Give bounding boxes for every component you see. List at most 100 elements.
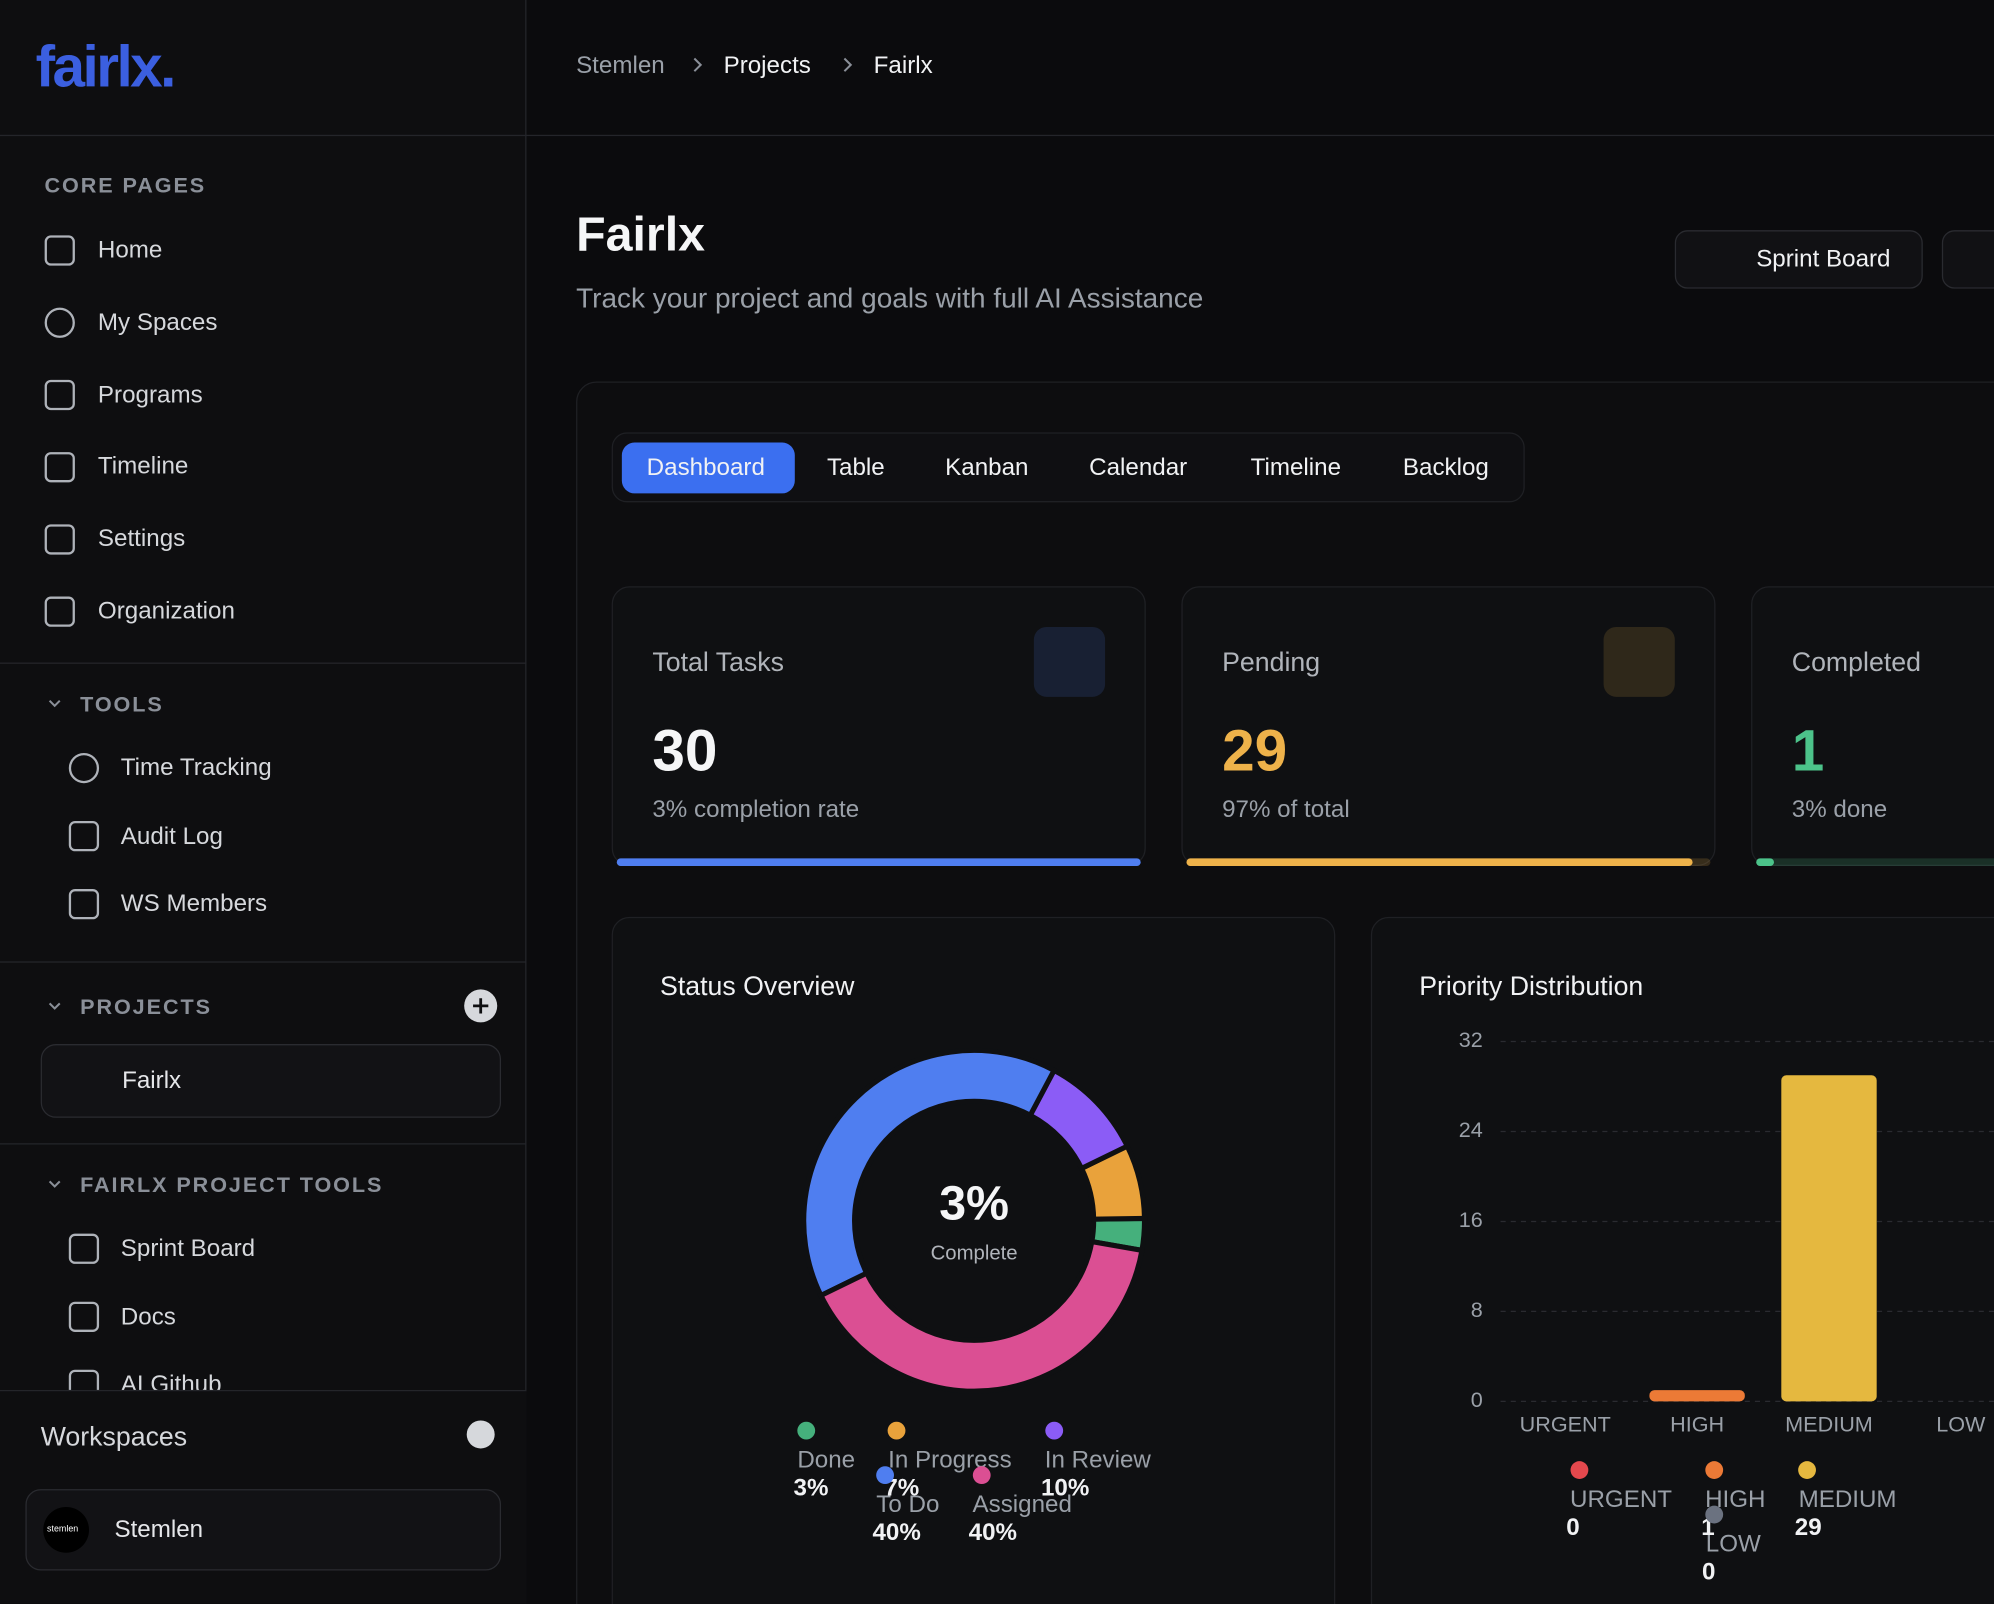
stat-value: 29 bbox=[1222, 717, 1288, 784]
stat-note: 97% of total bbox=[1222, 796, 1350, 824]
nav-item: Time Tracking bbox=[120, 754, 272, 782]
page-title: Fairlx bbox=[576, 208, 706, 262]
breadcrumb-sep bbox=[843, 57, 853, 72]
breadcrumb-sep bbox=[693, 57, 703, 72]
chart-title: Priority Distribution bbox=[1419, 972, 1644, 1002]
nav-item: Sprint Board bbox=[120, 1235, 256, 1263]
legend-label: In Review bbox=[1044, 1447, 1151, 1474]
breadcrumb-item: Fairlx bbox=[873, 52, 933, 80]
breadcrumb-item: Projects bbox=[723, 52, 811, 80]
legend-dot bbox=[972, 1466, 991, 1485]
legend-dot bbox=[888, 1421, 906, 1440]
section-title: PROJECTS bbox=[80, 995, 212, 1020]
legend-label: URGENT bbox=[1570, 1486, 1673, 1514]
action-button[interactable] bbox=[1941, 230, 1994, 289]
stat-title: Total Tasks bbox=[652, 647, 784, 678]
legend-item[interactable]: In Review 10% bbox=[1041, 1419, 1151, 1503]
stat-value: 1 bbox=[1791, 717, 1825, 784]
stat-title: Pending bbox=[1222, 647, 1321, 678]
nav-item: Organization bbox=[97, 598, 235, 626]
tab[interactable]: Dashboard bbox=[646, 454, 765, 482]
legend-value: 29 bbox=[1794, 1514, 1822, 1542]
action-button[interactable] bbox=[1674, 230, 1923, 289]
legend-item[interactable]: URGENT 0 bbox=[1566, 1459, 1673, 1543]
sidebar bbox=[0, 0, 527, 1604]
tab[interactable]: Timeline bbox=[1250, 454, 1342, 482]
legend: LOW 0 bbox=[1352, 1503, 1994, 1587]
topbar-border bbox=[0, 134, 1994, 137]
project-selector bbox=[40, 1044, 502, 1118]
nav-item: Settings bbox=[97, 526, 186, 553]
nav-item: Home bbox=[97, 237, 163, 264]
stat-card bbox=[611, 586, 1146, 867]
legend-dot bbox=[1798, 1461, 1817, 1479]
divider bbox=[0, 1143, 527, 1145]
chart-card bbox=[1370, 916, 1994, 1604]
section-title: TOOLS bbox=[80, 692, 164, 717]
divider bbox=[0, 662, 527, 664]
section-title: FAIRLX PROJECT TOOLS bbox=[80, 1173, 384, 1198]
breadcrumb-item: Stemlen bbox=[576, 52, 665, 80]
logo: fairlx. bbox=[35, 33, 177, 100]
legend-label: MEDIUM bbox=[1798, 1486, 1897, 1514]
stat-card bbox=[1751, 586, 1994, 867]
nav-item: My Spaces bbox=[97, 309, 218, 337]
nav-item: Timeline bbox=[97, 453, 189, 481]
legend-item[interactable]: Done 3% bbox=[793, 1419, 856, 1503]
legend-label: LOW bbox=[1705, 1531, 1761, 1558]
legend-value: 3% bbox=[793, 1475, 829, 1502]
workspace-icon bbox=[43, 1506, 90, 1553]
legend-value: 40% bbox=[872, 1519, 921, 1547]
legend-value: 0 bbox=[1566, 1514, 1580, 1542]
legend-dot bbox=[1705, 1461, 1723, 1479]
legend-dot bbox=[1570, 1461, 1588, 1479]
legend-value: 10% bbox=[1040, 1475, 1090, 1502]
legend-value: 0 bbox=[1701, 1559, 1716, 1586]
tab[interactable]: Calendar bbox=[1089, 454, 1188, 482]
legend-item[interactable]: LOW 0 bbox=[1702, 1503, 1761, 1587]
legend: To Do 40% Assigned 40% bbox=[593, 1464, 1356, 1548]
section-title: CORE PAGES bbox=[44, 173, 207, 198]
tab[interactable]: Table bbox=[826, 454, 885, 482]
legend-label: Done bbox=[797, 1447, 856, 1474]
stat-progress bbox=[616, 858, 1141, 867]
divider bbox=[0, 961, 527, 963]
page-subtitle: Track your project and goals with full A… bbox=[576, 282, 1204, 315]
add-button[interactable] bbox=[466, 1420, 495, 1449]
legend-item[interactable]: To Do 40% bbox=[872, 1464, 940, 1548]
legend-label: In Progress bbox=[888, 1447, 1012, 1474]
legend: URGENT 0 HIGH 1 MEDIUM 29 bbox=[1352, 1459, 1994, 1543]
workspace-name: Stemlen bbox=[114, 1516, 204, 1544]
legend-dot bbox=[1044, 1421, 1063, 1440]
legend-dot bbox=[1705, 1505, 1724, 1524]
workspace-icon-text: stemlen bbox=[47, 1525, 79, 1535]
nav-item: Audit Log bbox=[120, 822, 223, 850]
legend-dot bbox=[876, 1466, 895, 1485]
chart-title: Status Overview bbox=[660, 972, 855, 1002]
stat-title: Completed bbox=[1791, 647, 1921, 678]
workspace-selector bbox=[25, 1489, 502, 1571]
tab[interactable]: Kanban bbox=[945, 454, 1029, 482]
nav-item: Docs bbox=[120, 1303, 176, 1331]
stat-value: 30 bbox=[652, 717, 718, 784]
nav-item: Programs bbox=[97, 381, 203, 409]
nav-item: WS Members bbox=[120, 890, 268, 918]
stat-card bbox=[1181, 586, 1716, 867]
button-label: Sprint Board bbox=[1756, 246, 1891, 273]
stat-icon-box bbox=[1603, 626, 1675, 697]
section-title: Workspaces bbox=[40, 1422, 188, 1452]
legend-label: To Do bbox=[876, 1491, 940, 1519]
legend: Done 3% In Progress 7% In Review 10% bbox=[593, 1419, 1356, 1503]
active-tab bbox=[621, 442, 795, 494]
legend-item[interactable]: Assigned 40% bbox=[969, 1464, 1072, 1548]
legend-item[interactable]: MEDIUM 29 bbox=[1795, 1459, 1897, 1543]
tab[interactable]: Backlog bbox=[1402, 454, 1489, 482]
project-name: Fairlx bbox=[122, 1067, 182, 1095]
legend-dot bbox=[797, 1421, 816, 1440]
stat-icon-box bbox=[1033, 626, 1106, 697]
stat-progress bbox=[1756, 858, 1774, 867]
stat-note: 3% completion rate bbox=[652, 796, 860, 824]
stat-progress bbox=[1186, 858, 1693, 867]
